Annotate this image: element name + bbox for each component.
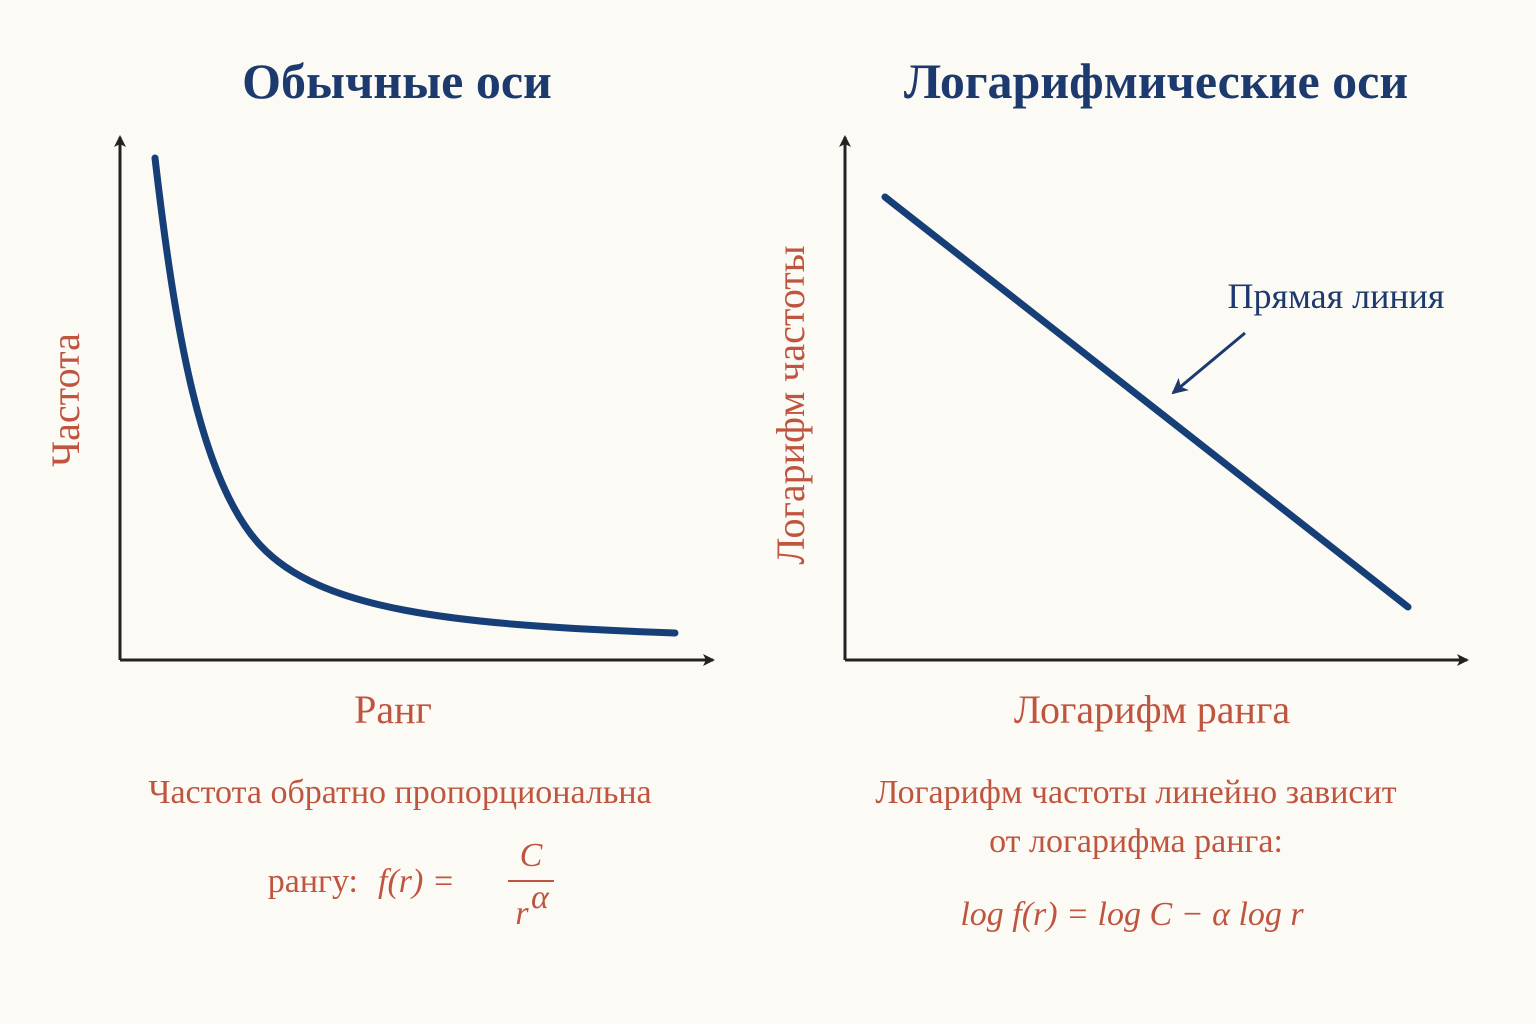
straight-line (881, 193, 1412, 611)
formula: log f(r) = log C − α log r (960, 896, 1304, 933)
formula-prefix: рангу: (268, 863, 358, 900)
x-label: Логарифм ранга (1014, 687, 1290, 732)
formula-denominator: r (515, 895, 529, 932)
panel-title: Логарифмические оси (904, 53, 1408, 109)
x-label: Ранг (354, 687, 432, 732)
formula-exponent: α (531, 879, 550, 916)
curve (151, 154, 679, 637)
annotation: Прямая линия (1228, 276, 1445, 316)
panel-title: Обычные оси (242, 53, 552, 109)
caption: Логарифм частоты линейно зависит (875, 774, 1396, 811)
formula-lhs: f(r) = (378, 863, 455, 900)
caption: Частота обратно пропорциональна (148, 774, 651, 811)
annotation-arrow (1171, 331, 1246, 395)
caption: от логарифма ранга: (989, 823, 1283, 860)
formula-numerator: C (520, 837, 543, 874)
y-label: Логарифм частоты (768, 245, 813, 564)
y-label: Частота (43, 333, 88, 467)
